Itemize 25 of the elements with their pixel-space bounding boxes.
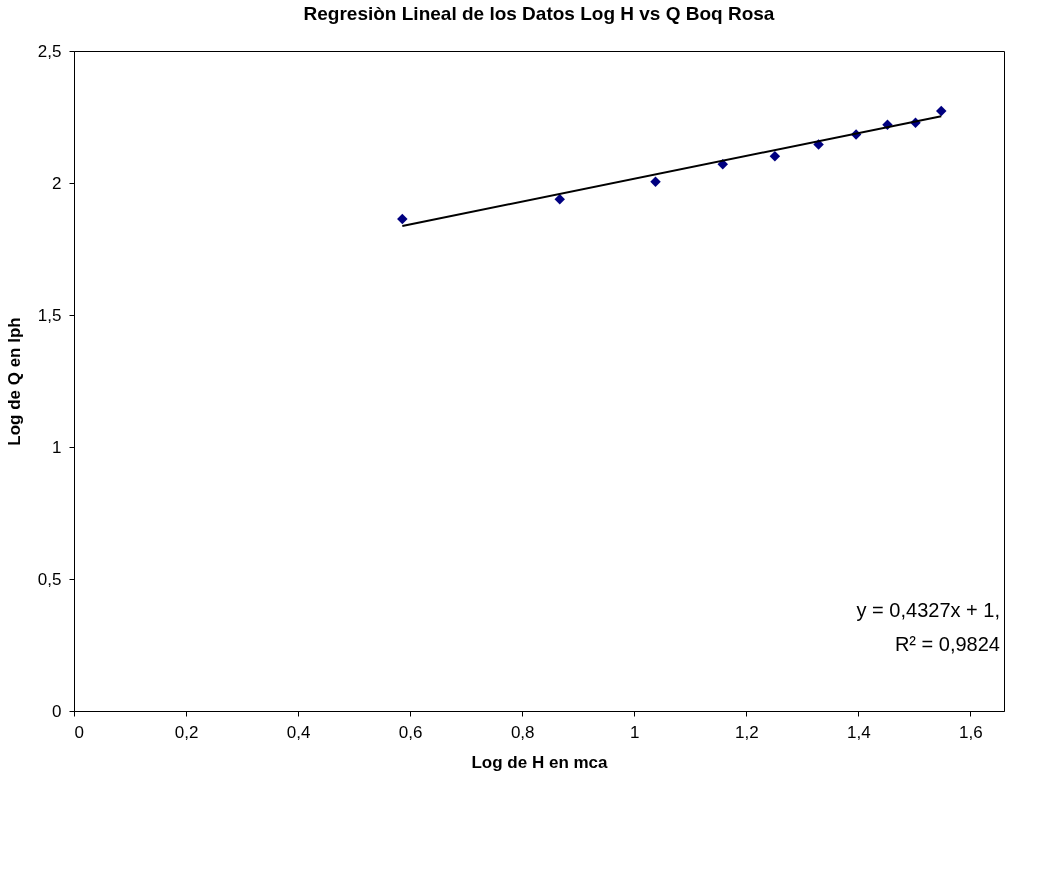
- x-tick-label: 0,8: [510, 722, 535, 742]
- chart-title: Regresiòn Lineal de los Datos Log H vs Q Boq Rosa: [303, 3, 775, 24]
- x-axis-title: Log de H en mca: [471, 752, 609, 772]
- point: [397, 213, 408, 225]
- annotation: y = 0,4327x + 1,: [856, 599, 1000, 621]
- point: [650, 176, 661, 187]
- point: [769, 151, 781, 162]
- x-tick-label: 1,4: [847, 722, 871, 742]
- y-axis-title: Log de Q en lph: [4, 317, 24, 446]
- annotation: R² = 0,9824: [894, 633, 1000, 655]
- x-tick-label: 1,2: [734, 722, 759, 742]
- x-tick-label: 0: [74, 722, 84, 742]
- x-tick-label: 0,4: [286, 722, 311, 742]
- x-tick-label: 1: [630, 722, 640, 742]
- y-tick-label: 1,5: [37, 305, 62, 325]
- point: [554, 194, 565, 205]
- x-tick-label: 1,6: [959, 722, 983, 742]
- y-tick-label: 1: [52, 437, 62, 457]
- x-tick-label: 0,6: [398, 722, 423, 742]
- y-tick-label: 0,5: [37, 569, 62, 589]
- y-tick-label: 2: [52, 173, 62, 193]
- x-tick-label: 0,2: [174, 722, 199, 742]
- y-tick-label: 0: [52, 701, 62, 721]
- y-tick-label: 2,5: [37, 41, 62, 61]
- point: [936, 105, 947, 117]
